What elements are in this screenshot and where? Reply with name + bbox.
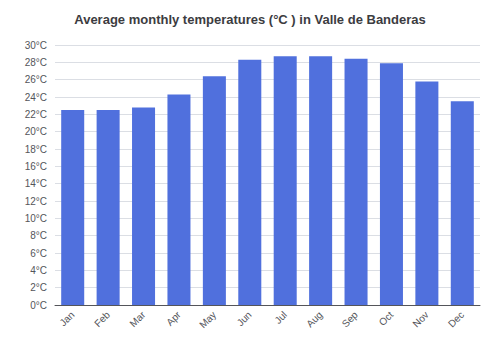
svg-text:Nov: Nov — [410, 309, 430, 329]
svg-text:Dec: Dec — [446, 309, 466, 329]
svg-text:May: May — [197, 309, 218, 330]
svg-text:Jul: Jul — [272, 309, 289, 326]
svg-text:2°C: 2°C — [30, 282, 47, 293]
svg-text:20°C: 20°C — [25, 126, 47, 137]
svg-text:16°C: 16°C — [25, 161, 47, 172]
svg-text:26°C: 26°C — [25, 74, 47, 85]
svg-text:18°C: 18°C — [25, 144, 47, 155]
svg-text:Mar: Mar — [127, 309, 147, 329]
svg-text:0°C: 0°C — [30, 300, 47, 311]
svg-text:Aug: Aug — [304, 309, 324, 329]
svg-text:4°C: 4°C — [30, 265, 47, 276]
svg-text:24°C: 24°C — [25, 92, 47, 103]
svg-text:22°C: 22°C — [25, 109, 47, 120]
svg-text:10°C: 10°C — [25, 213, 47, 224]
svg-text:Jan: Jan — [57, 309, 76, 328]
svg-text:28°C: 28°C — [25, 57, 47, 68]
svg-text:Apr: Apr — [164, 309, 183, 328]
svg-text:30°C: 30°C — [25, 40, 47, 51]
svg-text:Feb: Feb — [92, 309, 112, 329]
svg-text:Oct: Oct — [377, 309, 396, 328]
svg-text:14°C: 14°C — [25, 178, 47, 189]
svg-text:Sep: Sep — [340, 309, 361, 330]
svg-text:Average monthly temperatures (: Average monthly temperatures (°C ) in Va… — [74, 12, 426, 27]
svg-text:8°C: 8°C — [30, 230, 47, 241]
svg-text:12°C: 12°C — [25, 196, 47, 207]
svg-text:6°C: 6°C — [30, 248, 47, 259]
svg-text:Jun: Jun — [235, 309, 254, 328]
